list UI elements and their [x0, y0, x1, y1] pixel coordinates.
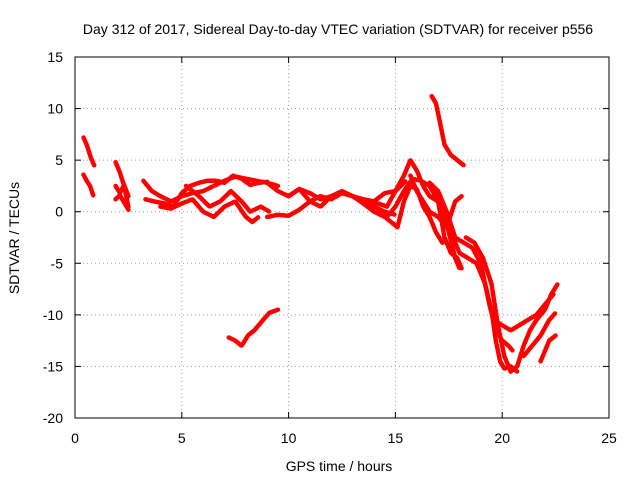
series-arc-6: [141, 174, 281, 204]
x-tick-label: 25: [601, 430, 617, 446]
x-tick-label: 15: [388, 430, 404, 446]
x-tick-label: 20: [494, 430, 510, 446]
grid-lines: [75, 57, 609, 418]
y-tick-label: 15: [47, 49, 63, 65]
y-tick-label: -10: [43, 307, 63, 323]
y-tick-label: -20: [43, 410, 63, 426]
y-tick-label: 10: [47, 101, 63, 117]
series-arc-1: [81, 135, 97, 168]
series-arc-12: [286, 186, 387, 220]
series-arc-9: [183, 183, 272, 214]
x-axis-title: GPS time / hours: [286, 458, 393, 474]
series-arc-8: [158, 197, 261, 225]
series-arc-21: [489, 307, 520, 374]
plot-frame: [74, 56, 610, 419]
axes: [74, 56, 610, 419]
tick-labels: 0 5 10 15 20 25 -20 -15 -10 -5 0 5 10 15: [43, 49, 617, 446]
y-tick-label: 0: [55, 204, 63, 220]
chart-title: Day 312 of 2017, Sidereal Day-to-day VTE…: [83, 21, 593, 37]
series-arc-23: [538, 333, 558, 364]
data-series: [81, 93, 560, 374]
series-arc-11: [264, 190, 398, 220]
series-arc-17: [408, 173, 464, 230]
series-arc-2: [81, 172, 96, 198]
series-arc-22: [521, 310, 558, 359]
y-tick-label: -5: [51, 255, 64, 271]
y-axis-title: SDTVAR / TECUs: [6, 182, 22, 294]
series-arc-4: [113, 182, 131, 199]
series-arc-7: [143, 173, 270, 209]
y-tick-label: 5: [55, 152, 63, 168]
series-arc-16: [429, 93, 467, 168]
y-tick-label: -15: [43, 358, 63, 374]
series-arc-14: [376, 176, 464, 271]
series-arc-24: [226, 307, 281, 349]
x-tick-label: 5: [178, 430, 186, 446]
series-arc-5: [113, 192, 131, 212]
x-tick-label: 0: [71, 430, 79, 446]
x-tick-label: 10: [281, 430, 297, 446]
